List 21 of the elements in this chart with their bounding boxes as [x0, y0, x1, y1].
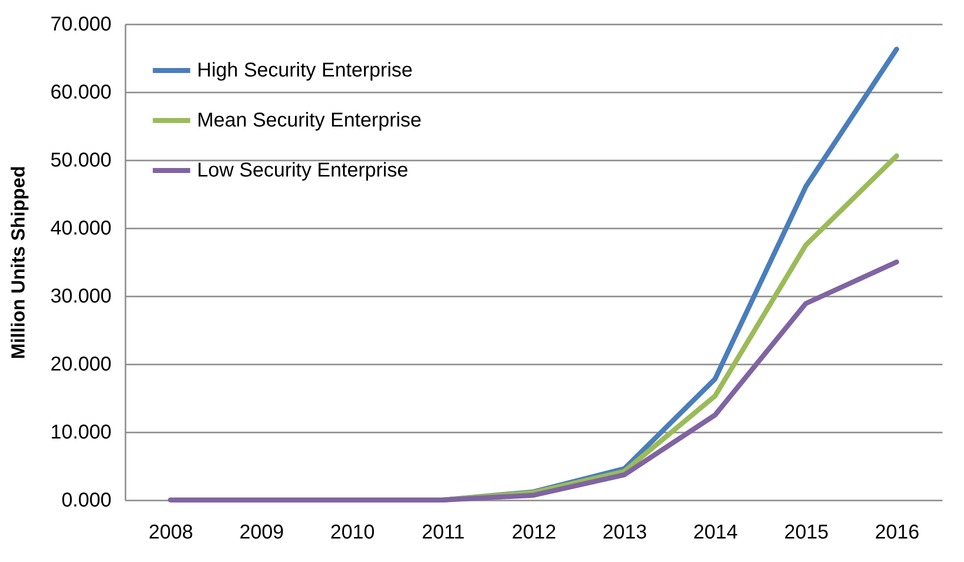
x-tick-label: 2009: [239, 522, 284, 544]
y-tick-label: 40.000: [50, 218, 112, 240]
x-tick-label: 2013: [602, 522, 648, 544]
y-tick-label: 20.000: [50, 354, 112, 376]
legend-label: Mean Security Enterprise: [197, 110, 422, 132]
y-tick-label: 50.000: [50, 150, 112, 172]
y-tick-label: 0.000: [61, 490, 112, 512]
x-tick-label: 2016: [874, 522, 920, 544]
x-tick-label: 2010: [330, 522, 375, 544]
x-tick-label: 2015: [784, 522, 829, 544]
x-tick-label: 2012: [512, 522, 556, 544]
x-tick-label: 2011: [422, 522, 465, 544]
y-tick-label: 10.000: [50, 422, 112, 444]
y-axis-title: Million Units Shipped: [8, 166, 30, 360]
x-tick-label: 2014: [693, 522, 738, 544]
x-tick-label: 2008: [148, 522, 194, 544]
legend-label: Low Security Enterprise: [197, 160, 408, 182]
legend-label: High Security Enterprise: [197, 60, 413, 82]
y-tick-label: 60.000: [50, 82, 112, 104]
y-tick-label: 30.000: [50, 286, 112, 308]
y-tick-label: 70.000: [50, 14, 112, 36]
